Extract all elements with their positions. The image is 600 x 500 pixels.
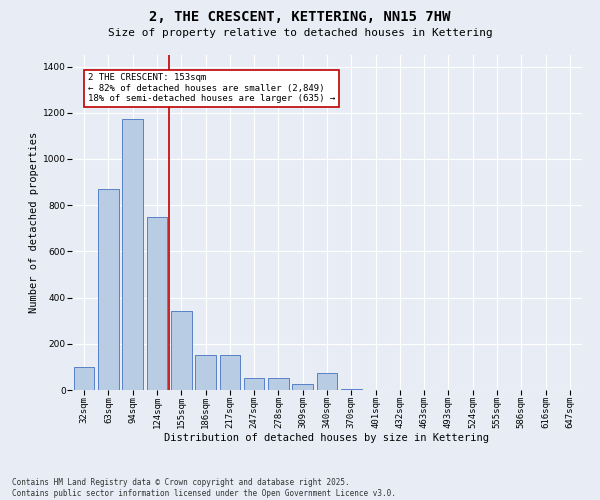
Bar [341, 389, 362, 390]
Bar [146, 216, 167, 390]
Bar [195, 356, 216, 390]
Text: Contains HM Land Registry data © Crown copyright and database right 2025.
Contai: Contains HM Land Registry data © Crown c… [12, 478, 396, 498]
Bar [98, 189, 119, 390]
Bar [268, 378, 289, 390]
X-axis label: Distribution of detached houses by size in Kettering: Distribution of detached houses by size … [164, 432, 490, 442]
Bar [74, 367, 94, 390]
Y-axis label: Number of detached properties: Number of detached properties [29, 132, 38, 313]
Bar [220, 356, 240, 390]
Bar [317, 372, 337, 390]
Bar [122, 118, 143, 390]
Bar [292, 384, 313, 390]
Bar [244, 378, 265, 390]
Text: 2, THE CRESCENT, KETTERING, NN15 7HW: 2, THE CRESCENT, KETTERING, NN15 7HW [149, 10, 451, 24]
Bar [171, 312, 191, 390]
Text: 2 THE CRESCENT: 153sqm
← 82% of detached houses are smaller (2,849)
18% of semi-: 2 THE CRESCENT: 153sqm ← 82% of detached… [88, 74, 335, 104]
Text: Size of property relative to detached houses in Kettering: Size of property relative to detached ho… [107, 28, 493, 38]
